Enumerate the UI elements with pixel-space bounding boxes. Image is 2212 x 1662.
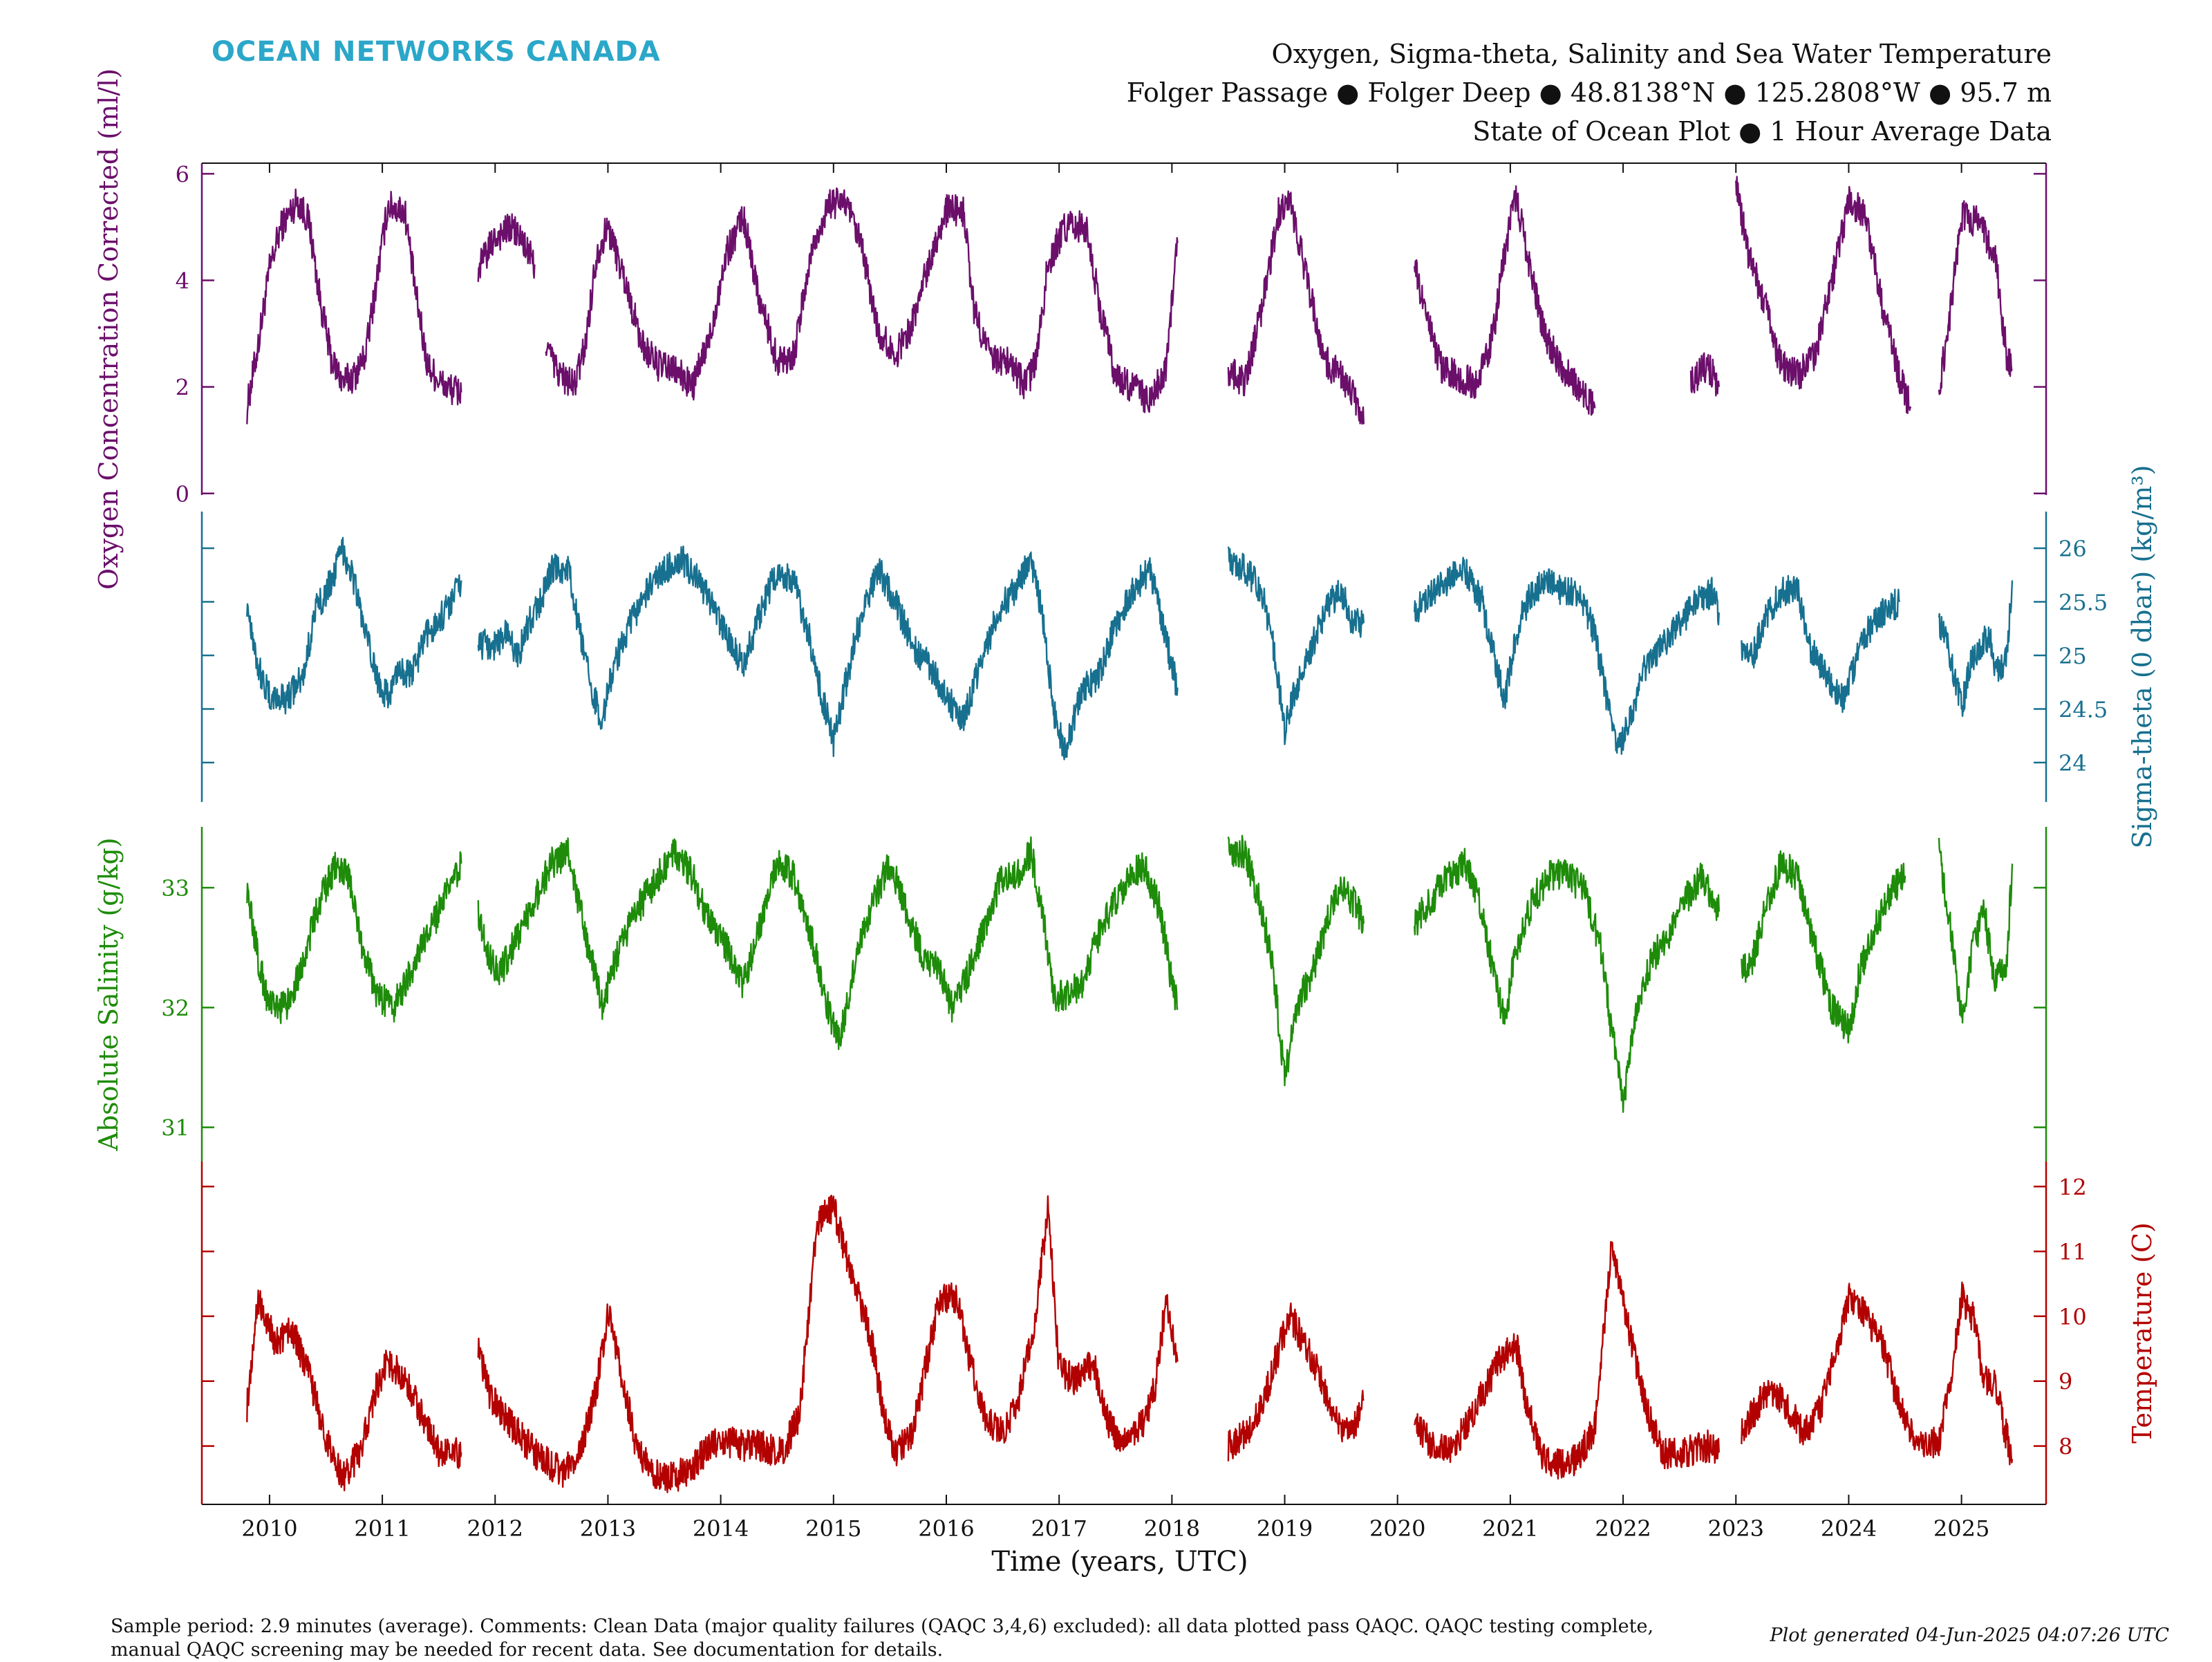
chart-title: Oxygen, Sigma-theta, Salinity and Sea Wa… bbox=[1271, 39, 2052, 69]
x-tick-label: 2019 bbox=[1257, 1515, 1313, 1542]
oxygen-series-line bbox=[477, 213, 536, 282]
sigma-axis-label: Sigma-theta (0 dbar) (kg/m³) bbox=[2127, 465, 2157, 849]
oxygen-series-line bbox=[1414, 185, 1596, 416]
sigma-series-line bbox=[1227, 546, 1365, 745]
oxygen-series-line bbox=[545, 187, 1179, 413]
x-tick-label: 2018 bbox=[1144, 1515, 1200, 1542]
temperature-tick-label: 12 bbox=[2059, 1174, 2087, 1200]
x-tick-label: 2015 bbox=[805, 1515, 861, 1542]
salinity-series-line bbox=[1741, 850, 1906, 1044]
sigma-series-line bbox=[1938, 580, 2014, 717]
sigma-tick-label: 26 bbox=[2059, 536, 2087, 562]
salinity-series-line bbox=[477, 836, 1179, 1050]
x-tick-label: 2014 bbox=[693, 1515, 749, 1542]
x-tick-label: 2021 bbox=[1482, 1515, 1538, 1542]
x-tick-label: 2011 bbox=[354, 1515, 410, 1542]
oxygen-series-line bbox=[1938, 200, 2013, 395]
salinity-series-line bbox=[1938, 837, 2014, 1024]
temperature-series-line bbox=[1414, 1241, 1720, 1480]
oxygen-tick-label: 4 bbox=[176, 268, 189, 295]
title-block: Oxygen, Sigma-theta, Salinity and Sea Wa… bbox=[1127, 35, 2052, 151]
salinity-tick-label: 31 bbox=[161, 1115, 189, 1141]
oxygen-series-line bbox=[1689, 352, 1720, 397]
x-tick-label: 2023 bbox=[1708, 1515, 1764, 1542]
footer-note: Sample period: 2.9 minutes (average). Co… bbox=[111, 1615, 1742, 1662]
brand-logo: OCEAN NETWORKS CANADA bbox=[212, 36, 661, 68]
chart-subtitle-type: State of Ocean Plot ● 1 Hour Average Dat… bbox=[1472, 116, 2052, 147]
oxygen-series-line bbox=[246, 188, 462, 424]
temperature-tick-label: 10 bbox=[2059, 1304, 2087, 1330]
sigma-tick-label: 25.5 bbox=[2059, 590, 2108, 616]
x-tick-label: 2022 bbox=[1595, 1515, 1651, 1542]
sigma-tick-label: 24 bbox=[2059, 750, 2087, 776]
temperature-axis-label: Temperature (C) bbox=[2127, 1222, 2157, 1444]
oxygen-series-line bbox=[1735, 176, 1912, 414]
salinity-series-line bbox=[1414, 848, 1720, 1113]
sigma-series-line bbox=[1414, 557, 1720, 755]
sigma-tick-label: 24.5 bbox=[2059, 697, 2108, 723]
x-axis-label: Time (years, UTC) bbox=[991, 1546, 1248, 1578]
oxygen-axis-label: Oxygen Concentration Corrected (ml/l) bbox=[93, 68, 124, 590]
salinity-tick-label: 32 bbox=[161, 995, 189, 1021]
temperature-tick-label: 8 bbox=[2059, 1434, 2072, 1460]
x-tick-label: 2017 bbox=[1031, 1515, 1087, 1542]
x-tick-label: 2012 bbox=[467, 1515, 523, 1542]
temperature-series-line bbox=[246, 1289, 462, 1492]
temperature-series-line bbox=[1227, 1302, 1365, 1462]
chart-subtitle-location: Folger Passage ● Folger Deep ● 48.8138°N… bbox=[1126, 77, 2052, 108]
sigma-series-line bbox=[1741, 575, 1901, 713]
sigma-series-line bbox=[477, 545, 1179, 760]
oxygen-tick-label: 2 bbox=[176, 375, 189, 401]
temperature-tick-label: 9 bbox=[2059, 1369, 2072, 1395]
salinity-series-line bbox=[246, 851, 462, 1025]
footer-note-line1: Sample period: 2.9 minutes (average). Co… bbox=[111, 1616, 1654, 1637]
temperature-series-line bbox=[477, 1195, 1179, 1493]
x-tick-label: 2010 bbox=[241, 1515, 297, 1542]
oxygen-tick-label: 0 bbox=[176, 481, 189, 507]
plot-generated-stamp: Plot generated 04-Jun-2025 04:07:26 UTC bbox=[1770, 1625, 2169, 1646]
x-tick-label: 2016 bbox=[918, 1515, 974, 1542]
salinity-axis-label: Absolute Salinity (g/kg) bbox=[93, 837, 124, 1151]
footer-note-line2: manual QAQC screening may be needed for … bbox=[111, 1639, 944, 1661]
x-tick-label: 2025 bbox=[1933, 1515, 1989, 1542]
salinity-series-line bbox=[1227, 834, 1365, 1087]
sigma-tick-label: 25 bbox=[2059, 643, 2087, 669]
oxygen-series-line bbox=[1227, 190, 1365, 425]
temperature-series-line bbox=[1741, 1281, 2014, 1466]
sigma-series-line bbox=[246, 536, 462, 715]
oxygen-tick-label: 6 bbox=[176, 161, 189, 187]
x-tick-label: 2024 bbox=[1821, 1515, 1877, 1542]
salinity-tick-label: 33 bbox=[161, 875, 189, 902]
temperature-tick-label: 11 bbox=[2059, 1239, 2087, 1265]
x-tick-label: 2013 bbox=[580, 1515, 636, 1542]
x-tick-label: 2020 bbox=[1369, 1515, 1425, 1542]
